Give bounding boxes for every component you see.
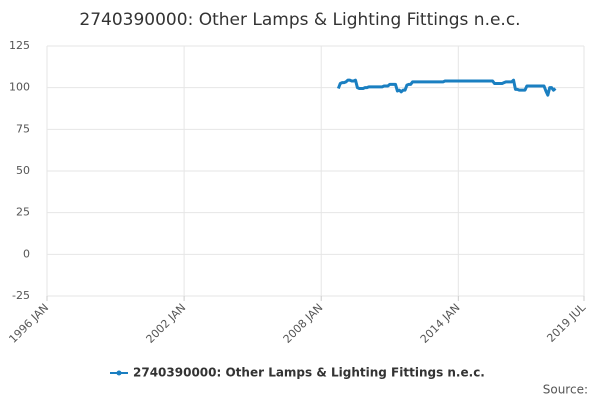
y-tick-label: 0 (23, 247, 30, 260)
x-tick-label: 2014 JAN (418, 301, 463, 346)
x-tick-label: 2019 JUL (544, 300, 588, 344)
y-tick-label: 100 (9, 81, 30, 94)
data-line (336, 78, 557, 97)
y-tick-label: 125 (9, 39, 30, 52)
y-tick-label: -25 (12, 289, 30, 302)
legend-marker (116, 370, 122, 376)
x-tick-label: 2008 JAN (281, 301, 326, 346)
legend-label: 2740390000: Other Lamps & Lighting Fitti… (133, 366, 485, 380)
x-tick-label: 1996 JAN (6, 301, 51, 346)
y-tick-label: 50 (16, 164, 30, 177)
y-tick-label: 25 (16, 206, 30, 219)
y-tick-label: 75 (16, 122, 30, 135)
source: Source: (543, 383, 588, 397)
x-tick-label: 2002 JAN (144, 301, 189, 346)
chart-title: 2740390000: Other Lamps & Lighting Fitti… (79, 10, 520, 30)
